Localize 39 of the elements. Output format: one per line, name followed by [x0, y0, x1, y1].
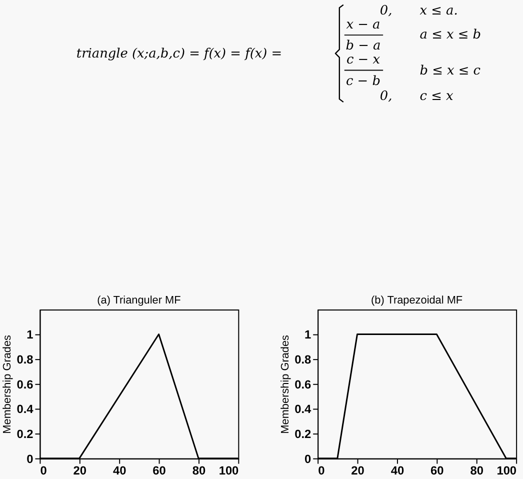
- y-tick-label: 0.4: [16, 402, 34, 416]
- x-tick-label: 60: [152, 464, 166, 478]
- x-tick-label: 100: [218, 464, 240, 478]
- x-tick-label: 60: [430, 464, 444, 478]
- text: a ≤ x ≤ b: [420, 28, 481, 43]
- y-tick-label: 0.2: [16, 426, 34, 441]
- y-tick-label: 0.6: [294, 377, 312, 392]
- y-tick-label: 0: [304, 452, 312, 466]
- y-tick-label: 0: [26, 452, 34, 466]
- text: c ≤ x: [420, 89, 454, 104]
- x-tick-label: 0: [40, 464, 48, 478]
- y-tick-label: 1: [304, 328, 312, 342]
- x-tick-label: 20: [73, 464, 87, 478]
- text: c − x: [346, 52, 381, 68]
- text: x ≤ a.: [420, 4, 458, 19]
- text: x − a: [346, 18, 380, 33]
- y-tick-label: 0.6: [16, 377, 34, 392]
- x-tick-label: 80: [192, 464, 206, 478]
- x-tick-label: 40: [112, 464, 127, 478]
- x-tick-label: 40: [390, 464, 404, 478]
- y-tick-label: 0.2: [294, 426, 312, 441]
- x-tick-label: 80: [470, 464, 484, 478]
- text: 0,: [380, 4, 392, 19]
- text: 0,: [380, 89, 392, 104]
- text: triangle (x;a,b,c) = f(x) = f(x) =: [76, 46, 282, 62]
- x-tick-label: 20: [351, 464, 365, 478]
- chart-title: (a) Trianguler MF: [97, 294, 182, 307]
- y-tick-label: 1: [26, 328, 34, 342]
- text: b − a: [346, 38, 381, 54]
- x-tick-label: 0: [318, 464, 326, 478]
- y-axis-title: Membership Grades: [2, 334, 14, 434]
- x-tick-label: 100: [496, 464, 517, 478]
- y-tick-label: 0.4: [294, 402, 312, 416]
- chart-title: (b) Trapezoidal MF: [371, 294, 463, 307]
- text: c − b: [346, 74, 380, 90]
- y-axis-title: Membership Grades: [280, 334, 292, 434]
- y-tick-label: 0.8: [294, 352, 312, 367]
- y-tick-label: 0.8: [16, 352, 34, 367]
- text: b ≤ x ≤ c: [420, 63, 481, 78]
